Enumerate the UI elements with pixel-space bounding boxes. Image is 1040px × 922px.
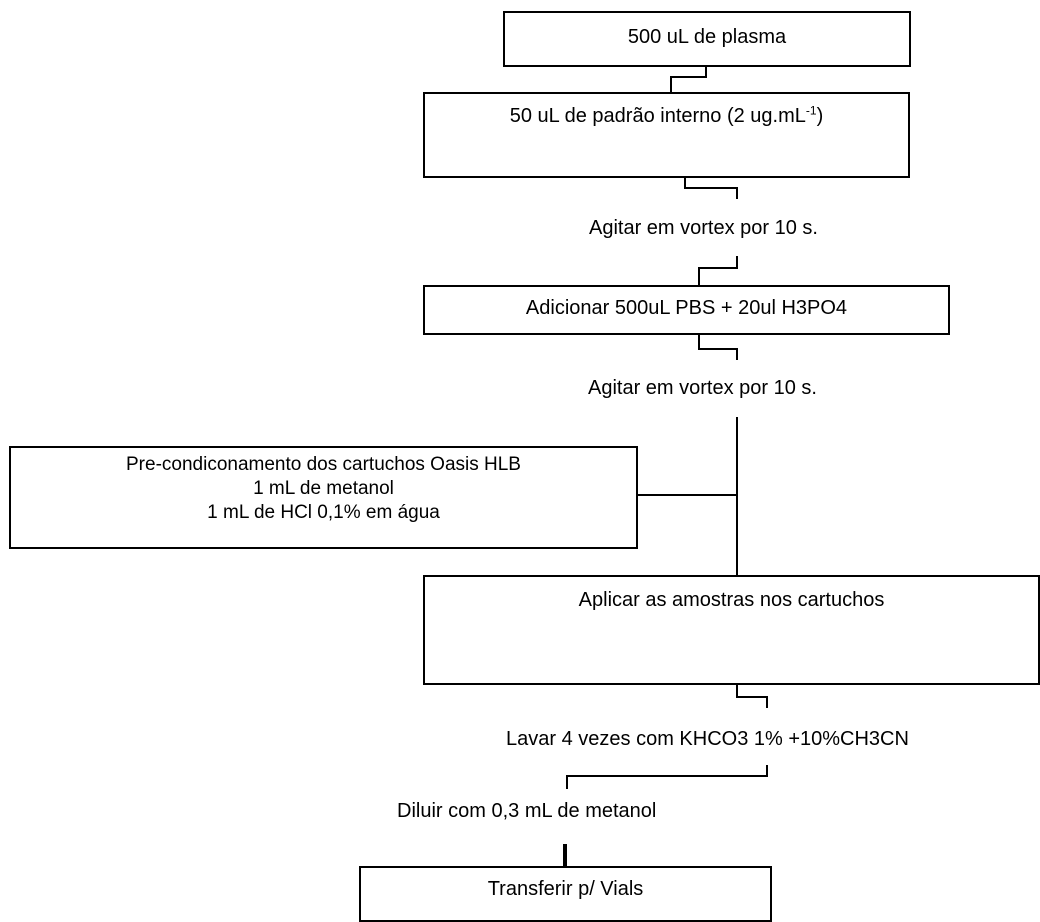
connector-7-horizontal [566, 775, 768, 777]
connector-6-horizontal [736, 696, 768, 698]
connector-4-horizontal [698, 348, 738, 350]
connector-3-horizontal [698, 267, 738, 269]
step-plasma-text: 500 uL de plasma [627, 26, 787, 48]
connector-precondition-horizontal [638, 494, 738, 496]
step-add-pbs-box: Adicionar 500uL PBS + 20ul H3PO4 [423, 285, 950, 335]
step-plasma-box: 500 uL de plasma [503, 11, 911, 67]
step-precondition-box: Pre-condiconamento dos cartuchos Oasis H… [9, 446, 638, 549]
connector-8-vertical [563, 844, 567, 866]
connector-2-vertical-top [684, 178, 686, 189]
step-internal-standard-box: 50 uL de padrão interno (2 ug.mL-1) [423, 92, 910, 178]
connector-3-vertical-top [736, 256, 738, 269]
step-transfer-text: Transferir p/ Vials [487, 878, 644, 900]
step-vortex-2-text: Agitar em vortex por 10 s. [588, 377, 817, 399]
connector-7-vertical-bottom [566, 775, 568, 789]
step-internal-standard-superscript: -1 [805, 103, 817, 118]
connector-1-vertical-top [705, 67, 707, 77]
connector-7-vertical-top [766, 765, 768, 777]
connector-1-vertical-bottom [670, 76, 672, 92]
step-vortex-1-text: Agitar em vortex por 10 s. [589, 217, 818, 239]
connector-5-vertical [736, 417, 738, 575]
step-dilute-text: Diluir com 0,3 mL de metanol [397, 800, 657, 822]
step-internal-standard-text: 50 uL de padrão interno (2 ug.mL [509, 105, 806, 127]
step-wash-text: Lavar 4 vezes com KHCO3 1% +10%CH3CN [506, 728, 909, 750]
connector-6-vertical-top [736, 685, 738, 698]
connector-6-vertical-bottom [766, 696, 768, 708]
step-apply-text: Aplicar as amostras nos cartuchos [578, 589, 885, 611]
step-apply-box: Aplicar as amostras nos cartuchos [423, 575, 1040, 685]
step-precondition-line-1: Pre-condiconamento dos cartuchos Oasis H… [126, 454, 521, 475]
step-internal-standard-close: ) [816, 105, 824, 127]
connector-4-vertical-top [698, 335, 700, 350]
connector-1-horizontal [670, 76, 707, 78]
step-transfer-box: Transferir p/ Vials [359, 866, 772, 922]
step-add-pbs-text: Adicionar 500uL PBS + 20ul H3PO4 [525, 297, 848, 319]
step-precondition-line-3: 1 mL de HCl 0,1% em água [207, 502, 440, 523]
connector-2-vertical-bottom [736, 187, 738, 199]
connector-2-horizontal [684, 187, 738, 189]
connector-3-vertical-bottom [698, 267, 700, 285]
connector-4-vertical-bottom [736, 348, 738, 360]
step-precondition-line-2: 1 mL de metanol [253, 478, 394, 499]
